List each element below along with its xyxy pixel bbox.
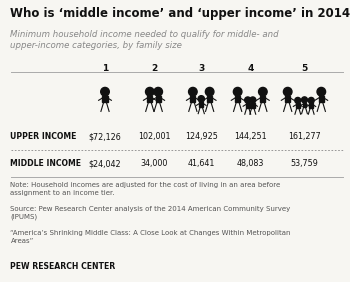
Text: PEW RESEARCH CENTER: PEW RESEARCH CENTER	[10, 262, 116, 271]
Text: 3: 3	[198, 64, 204, 73]
Bar	[199, 102, 203, 107]
Ellipse shape	[284, 87, 292, 96]
Bar	[147, 96, 152, 102]
Bar	[103, 96, 107, 102]
Ellipse shape	[101, 87, 109, 96]
Ellipse shape	[146, 87, 154, 96]
Bar	[303, 103, 306, 107]
Bar	[156, 96, 161, 102]
Ellipse shape	[295, 98, 301, 103]
Text: 48,083: 48,083	[237, 159, 264, 168]
Text: $24,042: $24,042	[89, 159, 121, 168]
Bar	[235, 96, 240, 102]
Text: $72,126: $72,126	[89, 132, 121, 141]
Bar	[260, 96, 265, 102]
Ellipse shape	[154, 87, 162, 96]
Bar	[309, 103, 313, 108]
Ellipse shape	[205, 87, 214, 96]
Text: 2: 2	[151, 64, 157, 73]
Text: 144,251: 144,251	[234, 132, 267, 141]
Bar	[296, 103, 300, 108]
Text: “America’s Shrinking Middle Class: A Close Look at Changes Within Metropolitan
A: “America’s Shrinking Middle Class: A Clo…	[10, 230, 291, 244]
Bar	[190, 96, 195, 102]
Ellipse shape	[250, 97, 256, 103]
Text: 4: 4	[247, 64, 253, 73]
Ellipse shape	[198, 96, 204, 102]
Text: Who is ‘middle income’ and ‘upper income’ in 2014?: Who is ‘middle income’ and ‘upper income…	[10, 7, 350, 20]
Ellipse shape	[308, 98, 314, 103]
Text: 34,000: 34,000	[140, 159, 168, 168]
Text: Minimum household income needed to qualify for middle- and
upper-income categori: Minimum household income needed to quali…	[10, 30, 279, 50]
Ellipse shape	[259, 87, 267, 96]
Bar	[207, 96, 212, 102]
Text: Source: Pew Research Center analysis of the 2014 American Community Survey
(IPUM: Source: Pew Research Center analysis of …	[10, 206, 291, 220]
Text: 102,001: 102,001	[138, 132, 170, 141]
Text: UPPER INCOME: UPPER INCOME	[10, 132, 77, 141]
Text: 1: 1	[102, 64, 108, 73]
Text: 41,641: 41,641	[188, 159, 215, 168]
Text: MIDDLE INCOME: MIDDLE INCOME	[10, 159, 82, 168]
Ellipse shape	[245, 97, 251, 103]
Bar	[319, 96, 324, 102]
Ellipse shape	[233, 87, 242, 96]
Bar	[285, 96, 290, 102]
Bar	[251, 103, 254, 108]
Text: 53,759: 53,759	[290, 159, 318, 168]
Bar	[246, 103, 250, 108]
Text: 5: 5	[301, 64, 308, 73]
Text: 124,925: 124,925	[185, 132, 218, 141]
Text: Note: Household incomes are adjusted for the cost of living in an area before
as: Note: Household incomes are adjusted for…	[10, 182, 281, 196]
Ellipse shape	[301, 97, 308, 103]
Text: 161,277: 161,277	[288, 132, 321, 141]
Ellipse shape	[317, 87, 326, 96]
Ellipse shape	[189, 87, 197, 96]
